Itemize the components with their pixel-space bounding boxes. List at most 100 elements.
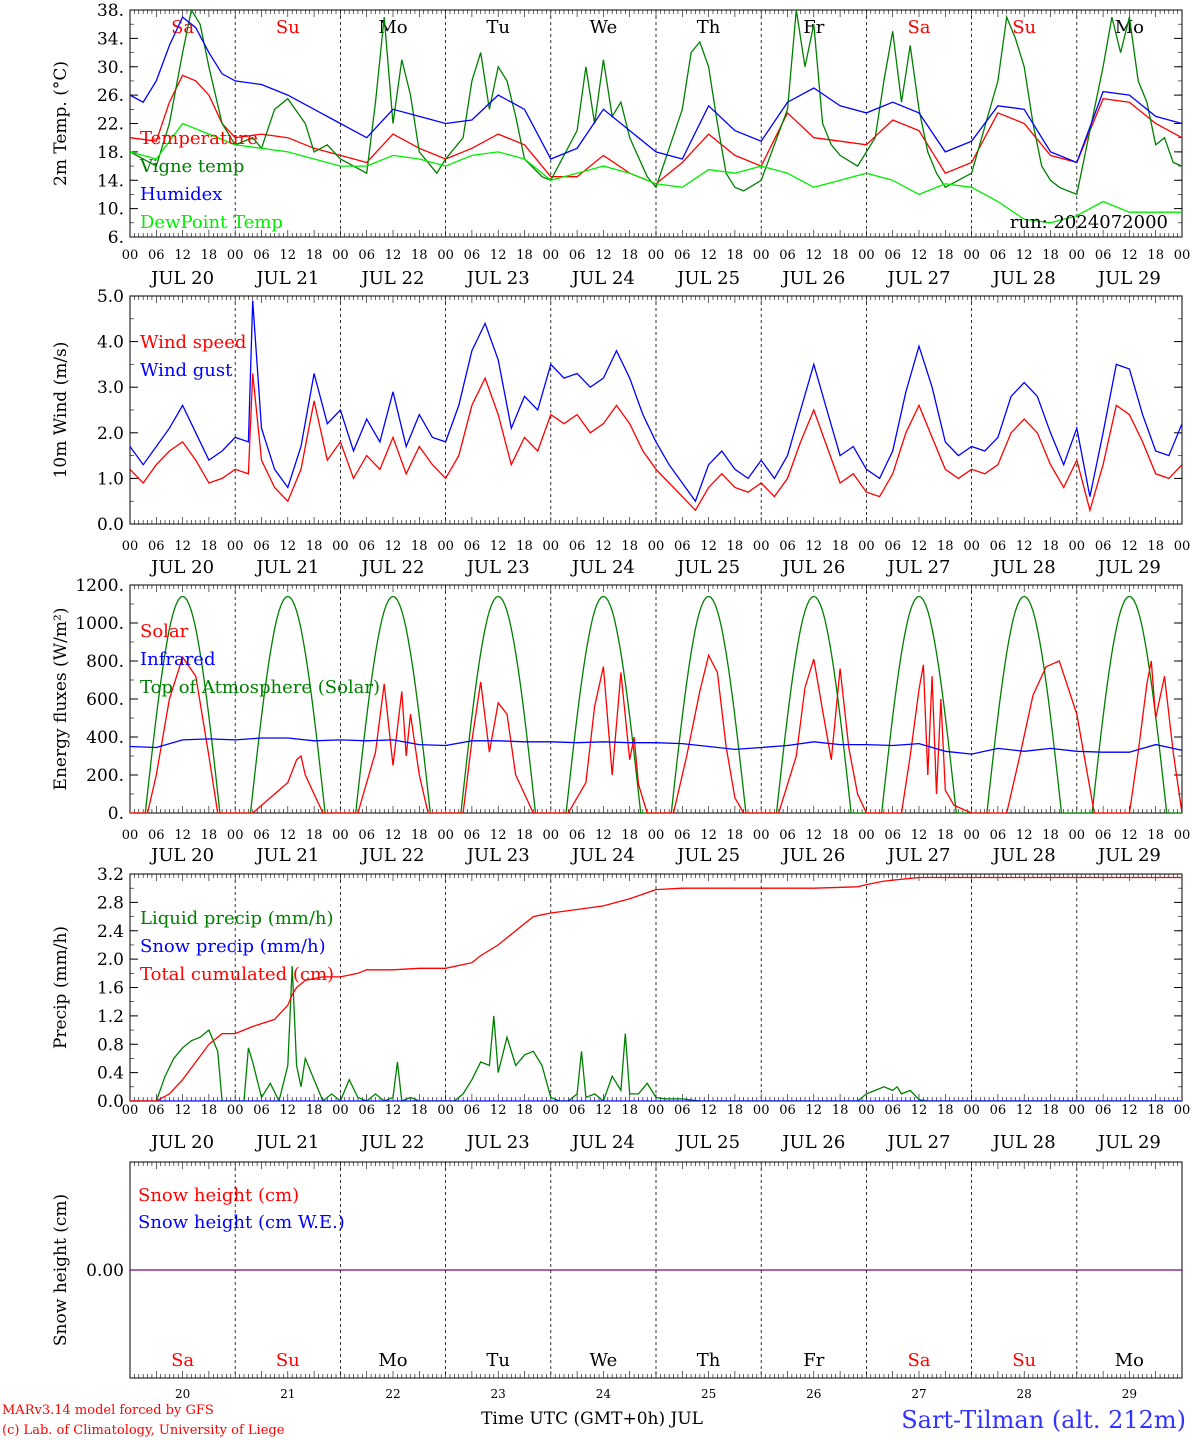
x-tick-label: 00 — [963, 828, 980, 843]
y-tick-label: 1.6 — [97, 979, 124, 999]
y-axis-label: 10m Wind (m/s) — [51, 342, 71, 479]
y-tick-label: 3.0 — [97, 378, 124, 398]
x-tick-label: 06 — [779, 828, 796, 843]
weekday-label: Su — [276, 1350, 300, 1371]
x-tick-label: 18 — [516, 1103, 533, 1118]
x-tick-label: 18 — [937, 828, 954, 843]
x-tick-label: 18 — [516, 828, 533, 843]
x-tick-label: 06 — [674, 248, 691, 263]
x-tick-label: 00 — [1174, 1103, 1191, 1118]
x-tick-label: 00 — [1069, 1103, 1086, 1118]
x-tick-label: 12 — [385, 248, 402, 263]
x-tick-label: 06 — [464, 539, 481, 554]
x-tick-label: 18 — [1042, 248, 1059, 263]
x-tick-label: 18 — [1147, 828, 1164, 843]
y-tick-label: 200. — [86, 766, 124, 786]
series-line-top-of-atmosphere-solar — [130, 595, 1182, 813]
legend-entry: Snow precip (mm/h) — [140, 936, 326, 957]
y-tick-label: 1.0 — [97, 469, 124, 489]
x-tick-label: 18 — [727, 248, 744, 263]
y-tick-label: 400. — [86, 728, 124, 748]
y-tick-label: 10. — [97, 200, 124, 220]
x-tick-label: 18 — [937, 248, 954, 263]
date-label: JUL 26 — [780, 268, 845, 289]
x-tick-label: 06 — [779, 248, 796, 263]
x-tick-label: 18 — [832, 828, 849, 843]
x-tick-label: 00 — [437, 1103, 454, 1118]
x-tick-label: 00 — [858, 828, 875, 843]
date-label: JUL 22 — [360, 1132, 425, 1153]
x-tick-label: 18 — [306, 1103, 323, 1118]
y-tick-label: 2.0 — [97, 950, 124, 970]
y-tick-label: 600. — [86, 690, 124, 710]
x-tick-label: 00 — [1069, 539, 1086, 554]
date-label: JUL 25 — [675, 1132, 740, 1153]
x-tick-label: 06 — [884, 248, 901, 263]
day-number-label: 26 — [806, 1387, 821, 1401]
x-tick-label: 00 — [753, 248, 770, 263]
y-tick-label: 4.0 — [97, 333, 124, 353]
x-tick-label: 12 — [595, 1103, 612, 1118]
x-tick-label: 12 — [490, 248, 507, 263]
y-tick-label: 34. — [97, 29, 124, 49]
series-line-wind-speed — [130, 373, 1182, 513]
y-tick-label: 5.0 — [97, 287, 124, 307]
weekday-label: Tu — [486, 17, 510, 38]
x-tick-label: 18 — [937, 539, 954, 554]
series-line-liquid-precip-mm-h — [130, 966, 1182, 1101]
day-number-label: 22 — [385, 1387, 400, 1401]
date-label: JUL 29 — [1096, 268, 1161, 289]
date-label: JUL 27 — [886, 845, 951, 866]
x-tick-label: 18 — [306, 248, 323, 263]
y-tick-label: 22. — [97, 115, 124, 135]
legend-entry: Total cumulated (cm) — [140, 964, 334, 985]
date-label: JUL 21 — [254, 268, 319, 289]
x-tick-label: 06 — [148, 1103, 165, 1118]
x-tick-label: 00 — [858, 248, 875, 263]
date-label: JUL 21 — [254, 1132, 319, 1153]
x-tick-label: 00 — [227, 828, 244, 843]
x-tick-label: 12 — [806, 248, 823, 263]
x-tick-label: 12 — [806, 828, 823, 843]
x-tick-label: 12 — [1121, 539, 1138, 554]
x-tick-label: 00 — [648, 828, 665, 843]
x-tick-label: 00 — [753, 1103, 770, 1118]
y-tick-label: 1200. — [75, 576, 124, 596]
x-tick-label: 00 — [753, 828, 770, 843]
x-tick-label: 18 — [201, 1103, 218, 1118]
y-tick-label: 0. — [108, 804, 124, 824]
x-tick-label: 00 — [543, 248, 560, 263]
x-tick-label: 06 — [358, 1103, 375, 1118]
x-tick-label: 12 — [385, 539, 402, 554]
x-tick-label: 18 — [411, 539, 428, 554]
x-tick-label: 18 — [1042, 539, 1059, 554]
xaxis-title: Time UTC (GMT+0h) JUL — [481, 1409, 703, 1429]
date-label: JUL 24 — [570, 1132, 635, 1153]
x-tick-label: 18 — [1147, 1103, 1164, 1118]
x-tick-label: 06 — [148, 248, 165, 263]
date-label: JUL 24 — [570, 557, 635, 578]
x-tick-label: 06 — [464, 828, 481, 843]
panel-3: 0. 200. 400. 600. 800. 1000. 1200.Energy fluxe… — [51, 576, 1190, 866]
date-label: JUL 29 — [1096, 845, 1161, 866]
date-label: JUL 26 — [780, 1132, 845, 1153]
weekday-label: We — [590, 1350, 618, 1371]
x-tick-label: 00 — [122, 828, 139, 843]
legend-entry: Snow height (cm) — [138, 1185, 299, 1206]
y-tick-label: 1000. — [75, 614, 124, 634]
weekday-label: Su — [1012, 1350, 1036, 1371]
y-axis-label: 2m Temp. (°C) — [51, 61, 71, 186]
x-tick-label: 00 — [963, 248, 980, 263]
legend-entry: Solar — [140, 621, 189, 642]
series-line-dewpoint-temp — [130, 122, 1182, 224]
x-tick-label: 18 — [201, 539, 218, 554]
weekday-label: Fr — [803, 1350, 824, 1371]
x-tick-label: 06 — [884, 828, 901, 843]
y-tick-label: 2.8 — [97, 893, 124, 913]
weekday-label: Tu — [486, 1350, 510, 1371]
x-tick-label: 12 — [911, 248, 928, 263]
y-tick-label: 14. — [97, 171, 124, 191]
date-label: JUL 27 — [886, 1132, 951, 1153]
x-tick-label: 00 — [227, 1103, 244, 1118]
x-tick-label: 06 — [253, 828, 270, 843]
